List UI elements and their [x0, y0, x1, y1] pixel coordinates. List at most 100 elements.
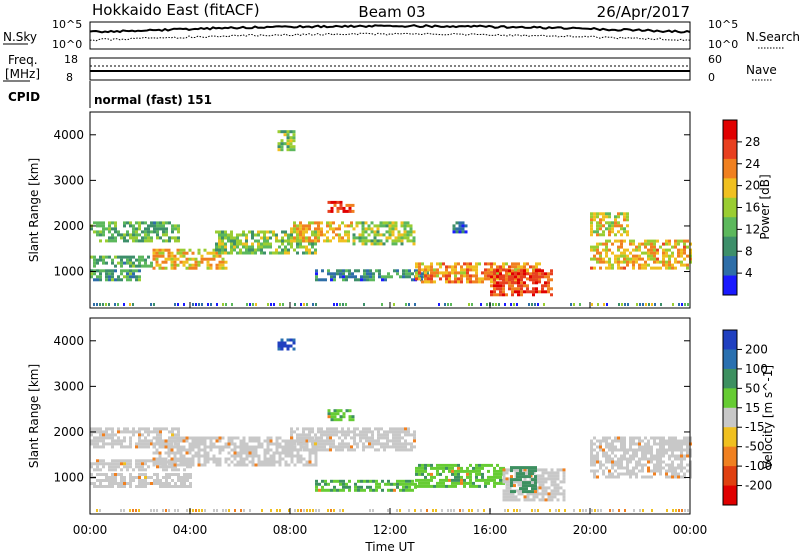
velocity-cell [123, 482, 126, 485]
velocity-cell [544, 489, 548, 493]
power-cell [99, 269, 102, 273]
velocity-cell [659, 442, 662, 446]
velocity-cell [272, 442, 276, 446]
velocity-cell [215, 436, 219, 440]
velocity-cell [620, 460, 623, 464]
power-cell [129, 264, 132, 268]
velocity-cell [108, 465, 111, 469]
power-cell [617, 215, 620, 219]
power-cell [164, 266, 168, 270]
velocity-cell [665, 442, 668, 446]
power-cell [680, 260, 683, 264]
power-cell [171, 224, 174, 228]
velocity-cell [242, 445, 246, 449]
power-cell [299, 227, 302, 231]
power-cell [403, 233, 407, 237]
velocity-cell [632, 448, 635, 452]
velocity-cell [602, 454, 605, 458]
power-cell [529, 265, 532, 269]
velocity-cell [445, 463, 448, 467]
velocity-cell [525, 490, 528, 494]
velocity-cell [662, 460, 665, 464]
velocity-cell [286, 347, 290, 351]
velocity-cell [171, 430, 174, 434]
power-cell [96, 275, 99, 279]
power-cell [292, 133, 296, 137]
velocity-cell [526, 498, 530, 502]
velocity-cell [611, 448, 614, 452]
velocity-cell [173, 445, 177, 449]
power-cell [379, 224, 383, 228]
velocity-cell [102, 436, 105, 440]
power-cell [385, 236, 389, 240]
power-cell [442, 262, 445, 266]
power-cell [463, 262, 466, 266]
velocity-cell [108, 462, 111, 466]
velocity-cell [680, 445, 683, 449]
velocity-cell [308, 460, 312, 464]
velocity-cell [680, 460, 683, 464]
velocity-cell [531, 466, 534, 470]
power-cell [354, 278, 357, 282]
power-cell [683, 263, 686, 267]
power-cell [281, 242, 284, 246]
power-cell [596, 227, 599, 231]
velocity-cell [327, 482, 330, 486]
velocity-cell [296, 448, 299, 452]
velocity-cell [174, 473, 177, 476]
velocity-cell [496, 481, 499, 485]
velocity-cell [314, 433, 317, 437]
velocity-cell [224, 442, 228, 446]
power-cell [129, 275, 132, 279]
power-cell [375, 269, 378, 273]
velocity-cell [635, 451, 638, 455]
velocity-cell [505, 477, 509, 481]
power-cell [602, 215, 605, 219]
velocity-cell [194, 454, 198, 458]
power-cell [305, 248, 308, 252]
power-cell [174, 224, 177, 228]
power-cell [493, 269, 496, 273]
power-cell [361, 227, 365, 231]
velocity-cell [411, 479, 414, 483]
power-cell [418, 268, 421, 272]
velocity-cell [114, 439, 117, 443]
velocity-cell [650, 445, 653, 449]
velocity-cell [132, 479, 135, 482]
velocity-data [90, 338, 692, 512]
velocity-cell [102, 442, 105, 446]
velocity-cell [254, 463, 258, 467]
velocity-cell [632, 451, 635, 455]
velocity-cell [460, 478, 463, 482]
velocity-cell [390, 488, 393, 492]
power-cell [490, 275, 493, 279]
velocity-cell [161, 460, 165, 464]
velocity-cell [333, 488, 336, 492]
velocity-cell [605, 466, 608, 470]
velocity-cell [665, 439, 668, 443]
velocity-cell [176, 442, 180, 446]
velocity-cell [251, 448, 255, 452]
power-cell [286, 130, 290, 134]
power-cell [351, 272, 354, 276]
power-cell [284, 239, 287, 243]
power-cell [376, 230, 380, 234]
power-cell [370, 239, 374, 243]
velocity-cell [541, 480, 545, 484]
power-cell [336, 200, 340, 204]
velocity-cell [436, 463, 439, 467]
power-cell [194, 263, 198, 267]
power-cell [611, 266, 614, 270]
power-cell [129, 258, 132, 262]
velocity-cell [550, 474, 554, 478]
velocity-cell [421, 472, 424, 476]
velocity-cell [135, 462, 138, 466]
velocity-cell [233, 436, 237, 440]
power-cell [370, 227, 374, 231]
velocity-cell [599, 463, 602, 467]
power-cell [330, 278, 333, 282]
power-cell [176, 263, 180, 267]
power-cell [96, 224, 99, 228]
velocity-cell [460, 481, 463, 485]
power-cell [544, 290, 547, 294]
